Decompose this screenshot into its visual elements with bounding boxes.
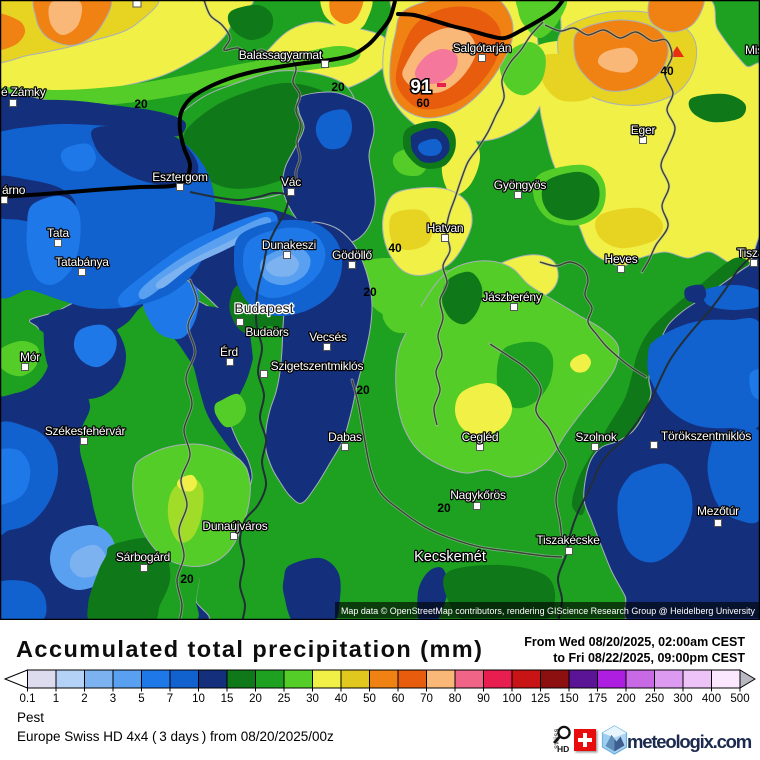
svg-text:Heves: Heves xyxy=(604,252,637,266)
svg-text:HD: HD xyxy=(557,744,569,754)
svg-text:200: 200 xyxy=(616,693,635,705)
svg-text:60: 60 xyxy=(392,693,405,705)
svg-text:Dunaújváros: Dunaújváros xyxy=(202,519,267,533)
svg-text:Szolnok: Szolnok xyxy=(575,430,617,444)
svg-text:Gödöllő: Gödöllő xyxy=(332,248,372,262)
svg-text:25: 25 xyxy=(278,693,291,705)
svg-text:91: 91 xyxy=(410,77,432,98)
svg-text:Tatabánya: Tatabánya xyxy=(55,255,109,269)
svg-text:300: 300 xyxy=(673,693,692,705)
svg-text:10: 10 xyxy=(192,693,205,705)
svg-text:2: 2 xyxy=(81,693,87,705)
svg-text:Dabas: Dabas xyxy=(328,430,362,444)
svg-text:Szigetszentmiklós: Szigetszentmiklós xyxy=(271,359,364,373)
svg-text:Tata: Tata xyxy=(47,226,69,240)
svg-text:Törökszentmiklós: Törökszentmiklós xyxy=(661,429,751,443)
svg-text:árno: árno xyxy=(2,183,26,197)
svg-text:175: 175 xyxy=(588,693,607,705)
svg-text:500: 500 xyxy=(730,693,749,705)
svg-text:Salgótarján: Salgótarján xyxy=(453,41,512,55)
svg-text:20: 20 xyxy=(437,501,451,515)
svg-text:Balassagyarmat: Balassagyarmat xyxy=(239,48,323,62)
svg-text:Esztergom: Esztergom xyxy=(152,170,208,184)
svg-text:Budaörs: Budaörs xyxy=(245,325,288,339)
svg-text:Dunakeszi: Dunakeszi xyxy=(262,238,316,252)
svg-text:Tiszakécske: Tiszakécske xyxy=(536,533,600,547)
svg-text:60: 60 xyxy=(416,96,430,110)
svg-text:Kecskemét: Kecskemét xyxy=(414,549,486,565)
svg-text:150: 150 xyxy=(559,693,578,705)
svg-text:3: 3 xyxy=(110,693,116,705)
svg-text:100: 100 xyxy=(502,693,521,705)
svg-text:20: 20 xyxy=(356,383,370,397)
svg-text:Jászberény: Jászberény xyxy=(482,290,542,304)
svg-text:90: 90 xyxy=(477,693,490,705)
svg-text:7: 7 xyxy=(167,693,173,705)
svg-text:40: 40 xyxy=(388,241,402,255)
svg-text:Miskolc: Miskolc xyxy=(745,43,760,57)
svg-text:Érd: Érd xyxy=(220,344,238,359)
svg-text:20: 20 xyxy=(331,80,345,94)
svg-text:50: 50 xyxy=(363,693,376,705)
svg-text:400: 400 xyxy=(702,693,721,705)
svg-text:Mór: Mór xyxy=(20,350,40,364)
svg-text:Vecsés: Vecsés xyxy=(309,330,347,344)
svg-text:70: 70 xyxy=(420,693,433,705)
svg-text:Nagykőrös: Nagykőrös xyxy=(450,488,506,502)
svg-text:30: 30 xyxy=(306,693,319,705)
svg-text:Hatvan: Hatvan xyxy=(427,221,464,235)
svg-text:20: 20 xyxy=(134,97,148,111)
svg-text:1: 1 xyxy=(53,693,59,705)
svg-text:Budapest: Budapest xyxy=(234,300,293,316)
svg-text:Székesfehérvár: Székesfehérvár xyxy=(45,424,126,438)
svg-text:Eger: Eger xyxy=(631,123,656,137)
svg-text:20: 20 xyxy=(180,572,194,586)
svg-text:125: 125 xyxy=(531,693,550,705)
svg-text:20: 20 xyxy=(249,693,262,705)
svg-text:Sárbogárd: Sárbogárd xyxy=(116,550,170,564)
svg-text:Gyöngyös: Gyöngyös xyxy=(494,178,547,192)
svg-text:Map data © OpenStreetMap contr: Map data © OpenStreetMap contributors, r… xyxy=(341,606,755,616)
svg-text:0.1: 0.1 xyxy=(20,693,36,705)
svg-text:80: 80 xyxy=(449,693,462,705)
svg-text:Vác: Vác xyxy=(281,175,301,189)
svg-text:Tiszafüred: Tiszafüred xyxy=(737,246,760,260)
svg-text:40: 40 xyxy=(335,693,348,705)
svg-text:Mezőtúr: Mezőtúr xyxy=(697,504,739,518)
svg-text:250: 250 xyxy=(645,693,664,705)
svg-text:5: 5 xyxy=(138,693,144,705)
svg-text:20: 20 xyxy=(363,285,377,299)
svg-text:15: 15 xyxy=(221,693,234,705)
svg-text:Cegléd: Cegléd xyxy=(462,430,499,444)
svg-text:é Zámky: é Zámky xyxy=(1,85,46,99)
svg-text:40: 40 xyxy=(660,64,674,78)
